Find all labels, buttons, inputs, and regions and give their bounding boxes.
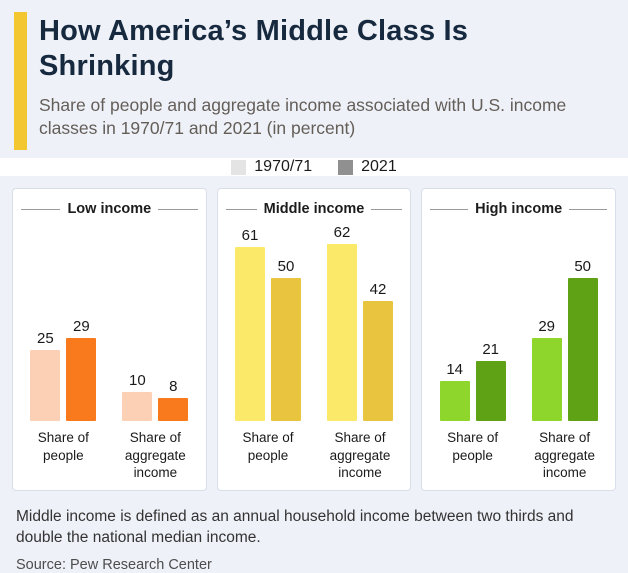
bar-chart: 14 21 29 50 <box>428 221 609 421</box>
panel-middle-income: Middle income 61 50 62 <box>216 188 412 491</box>
category-labels: Share of people Share of aggregate incom… <box>19 429 200 482</box>
header-text: How America’s Middle Class Is Shrinking … <box>39 12 579 150</box>
bar-group-share-of-people: 14 21 <box>439 341 506 421</box>
bar-2021 <box>158 398 189 421</box>
bar-column: 61 <box>235 227 265 421</box>
bar-1970 <box>235 247 265 421</box>
legend-label-1970: 1970/71 <box>254 158 313 175</box>
category-label: Share of people <box>242 430 294 463</box>
panel-header: High income <box>430 201 608 217</box>
panel-low-income: Low income 25 29 10 <box>12 188 207 491</box>
bar-value-label: 29 <box>538 318 556 335</box>
bar-value-label: 61 <box>241 227 259 244</box>
bar-column: 14 <box>439 361 470 421</box>
bar-column: 29 <box>531 318 562 421</box>
panel-title: Middle income <box>263 201 365 217</box>
bar-1970 <box>122 392 153 421</box>
legend-item-1970: 1970/71 <box>231 158 312 176</box>
bar-column: 50 <box>271 258 301 421</box>
bar-2021 <box>66 338 97 421</box>
bar-column: 62 <box>327 224 357 421</box>
footer: Middle income is defined as an annual ho… <box>0 491 628 573</box>
header-rule <box>158 208 198 210</box>
bar-column: 8 <box>158 378 189 421</box>
bar-column: 10 <box>122 372 153 421</box>
page-subtitle: Share of people and aggregate income ass… <box>39 94 567 139</box>
bar-group-share-of-people: 61 50 <box>235 227 301 421</box>
legend-swatch-2021-icon <box>338 159 354 175</box>
bar-column: 25 <box>30 330 61 421</box>
bar-value-label: 8 <box>169 378 178 395</box>
bar-1970 <box>30 350 61 421</box>
bar-value-label: 50 <box>277 258 295 275</box>
bar-value-label: 21 <box>482 341 500 358</box>
category-label: Share of people <box>447 430 499 463</box>
header: How America’s Middle Class Is Shrinking … <box>0 0 628 150</box>
legend-label-2021: 2021 <box>361 158 397 175</box>
bar-2021 <box>363 301 393 421</box>
panel-title: Low income <box>67 201 152 217</box>
bar-column: 29 <box>66 318 97 421</box>
bar-1970 <box>327 244 357 421</box>
header-rule <box>21 208 61 210</box>
legend: 1970/71 2021 <box>0 158 628 176</box>
category-labels: Share of people Share of aggregate incom… <box>224 429 405 482</box>
footnote: Middle income is defined as an annual ho… <box>16 507 574 546</box>
header-rule <box>430 208 469 210</box>
category-label: Share of aggregate income <box>329 430 391 481</box>
category-label: Share of aggregate income <box>534 430 596 481</box>
bar-column: 42 <box>363 281 393 421</box>
legend-swatch-1970-icon <box>231 159 247 175</box>
bar-group-share-of-aggregate-income: 10 8 <box>122 372 189 421</box>
header-rule <box>569 208 608 210</box>
panel-title: High income <box>475 201 563 217</box>
header-rule <box>225 208 257 210</box>
bar-value-label: 29 <box>72 318 90 335</box>
bar-chart: 25 29 10 8 <box>19 221 200 421</box>
bar-value-label: 10 <box>128 372 146 389</box>
bar-group-share-of-people: 25 29 <box>30 318 97 421</box>
category-labels: Share of people Share of aggregate incom… <box>428 429 609 482</box>
header-rule <box>371 208 403 210</box>
bar-value-label: 25 <box>36 330 54 347</box>
panels-row: Low income 25 29 10 <box>12 188 617 491</box>
category-label: Share of people <box>37 430 89 463</box>
accent-bar <box>14 12 27 150</box>
page-title: How America’s Middle Class Is Shrinking <box>39 15 469 82</box>
bar-value-label: 62 <box>333 224 351 241</box>
bar-group-share-of-aggregate-income: 29 50 <box>531 258 598 421</box>
bar-column: 50 <box>567 258 598 421</box>
panel-high-income: High income 14 21 29 <box>421 188 617 491</box>
panel-header: Middle income <box>225 201 403 217</box>
bar-2021 <box>475 361 506 421</box>
bar-column: 21 <box>475 341 506 421</box>
bar-1970 <box>439 381 470 421</box>
bar-value-label: 14 <box>446 361 464 378</box>
bar-2021 <box>271 278 301 421</box>
panel-header: Low income <box>21 201 198 217</box>
bar-chart: 61 50 62 42 <box>224 221 405 421</box>
bar-2021 <box>567 278 598 421</box>
bar-value-label: 42 <box>369 281 387 298</box>
bar-group-share-of-aggregate-income: 62 42 <box>327 224 393 421</box>
bar-value-label: 50 <box>574 258 592 275</box>
legend-item-2021: 2021 <box>338 158 397 176</box>
source-line: Source: Pew Research Center <box>16 557 212 573</box>
bar-1970 <box>531 338 562 421</box>
category-label: Share of aggregate income <box>124 430 186 481</box>
